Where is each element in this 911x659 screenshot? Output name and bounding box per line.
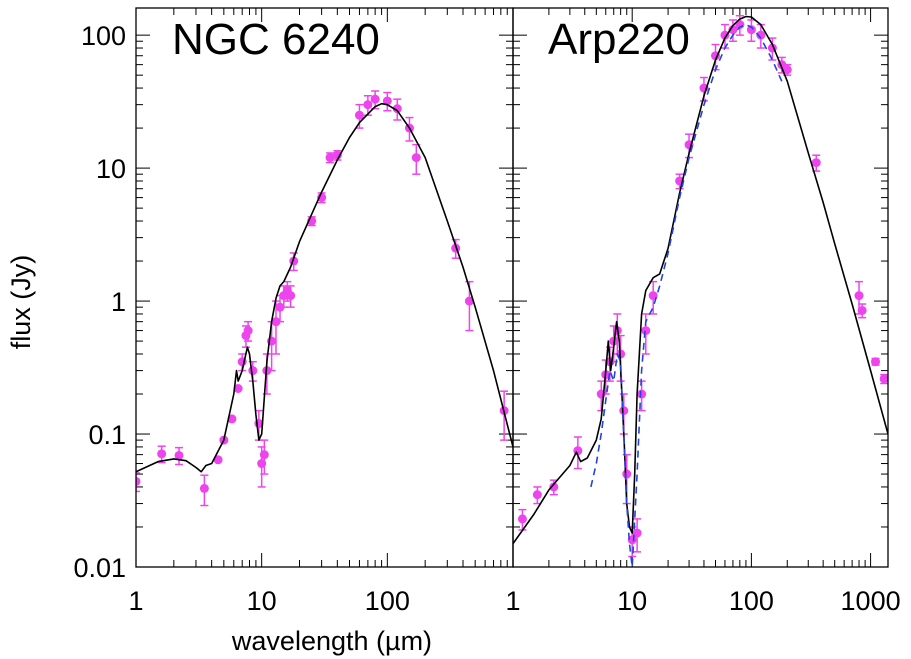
data-point xyxy=(746,25,756,35)
data-point xyxy=(720,30,730,40)
data-point xyxy=(136,476,141,486)
data-point xyxy=(157,449,167,459)
model-curve xyxy=(513,15,888,545)
data-point xyxy=(811,158,821,168)
data-point xyxy=(622,469,632,479)
data-point xyxy=(370,94,380,104)
data-point xyxy=(637,389,647,399)
x-tick-label: 1000 xyxy=(841,586,901,616)
data-point xyxy=(325,153,335,163)
data-point xyxy=(259,450,269,460)
alt-model-curve xyxy=(590,23,783,567)
data-point xyxy=(871,357,881,367)
data-point xyxy=(517,514,527,524)
x-tick-label: 10 xyxy=(617,586,647,616)
data-point xyxy=(392,104,402,114)
data-point xyxy=(382,96,392,106)
data-point xyxy=(248,366,258,376)
y-tick-label: 0.1 xyxy=(88,420,126,450)
data-point xyxy=(532,490,542,500)
y-tick-label: 100 xyxy=(81,21,126,51)
panel-title-arp220: Arp220 xyxy=(548,15,690,64)
data-point xyxy=(271,317,281,327)
data-point xyxy=(879,374,888,384)
axis-ticks xyxy=(512,8,888,568)
data-layer xyxy=(136,90,513,507)
panel-arp220: 1 10 100 1000 xyxy=(505,7,901,616)
data-point xyxy=(756,30,766,40)
plot-frame xyxy=(512,7,889,568)
plot-frame xyxy=(135,7,514,568)
panel-title-ngc6240: NGC 6240 xyxy=(172,15,380,64)
data-point xyxy=(411,153,421,163)
x-tick-label: 1 xyxy=(128,586,143,616)
panel-ngc6240: 1 10 100 0.01 0.1 1 10 100 xyxy=(73,7,514,616)
data-point xyxy=(782,65,792,75)
data-point xyxy=(854,291,864,301)
y-tick-label: 0.01 xyxy=(73,553,126,583)
data-point xyxy=(199,483,209,493)
data-point xyxy=(632,528,642,538)
data-point xyxy=(728,25,738,35)
data-point xyxy=(213,455,223,465)
data-point xyxy=(549,482,559,492)
y-tick-label: 1 xyxy=(111,287,126,317)
data-point xyxy=(857,305,867,315)
data-point xyxy=(243,326,253,336)
data-point xyxy=(641,326,651,336)
data-point xyxy=(233,384,243,394)
data-point xyxy=(354,110,364,120)
data-point xyxy=(619,406,629,416)
y-axis-title: flux (Jy) xyxy=(6,255,36,350)
x-tick-label: 1 xyxy=(505,586,520,616)
data-point xyxy=(464,296,474,306)
data-point xyxy=(286,291,296,301)
x-tick-label: 10 xyxy=(247,586,277,616)
data-layer xyxy=(513,14,888,567)
y-tick-label: 10 xyxy=(96,154,126,184)
x-tick-label: 100 xyxy=(729,586,774,616)
x-axis-title: wavelength (µm) xyxy=(231,626,432,656)
model-curve xyxy=(136,102,513,473)
data-point xyxy=(174,450,184,460)
data-point xyxy=(363,100,373,110)
axis-ticks xyxy=(135,8,514,568)
x-tick-label: 100 xyxy=(365,586,410,616)
